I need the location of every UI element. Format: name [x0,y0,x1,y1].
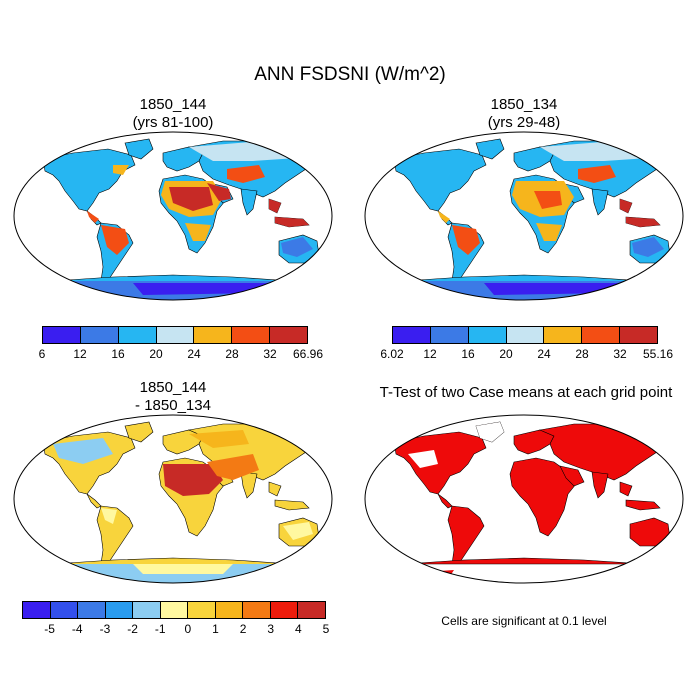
colorbar-swatch [544,327,583,343]
colorbar-tick-label: 55.16 [642,347,674,361]
map-bottom-left [13,414,333,584]
colorbar-swatch [43,327,81,343]
colorbar-tick-label: 16 [111,347,125,361]
colorbar-swatch [243,602,271,618]
panel-title-line1: 1850_144 [139,96,207,113]
colorbar-ticks-top-right: 6.02 12 16 20 24 28 32 55.16 [380,347,673,363]
colorbar-swatch [156,327,195,343]
panel-title-line2: - 1850_134 [135,397,211,414]
colorbar-swatch [430,327,469,343]
colorbar-swatch [215,602,244,618]
panel-title-line2: (yrs 81-100) [132,114,214,131]
colorbar-swatch [23,602,51,618]
colorbar-tick-label: 1 [212,622,219,636]
colorbar-swatch [105,602,134,618]
colorbar-swatch [270,602,299,618]
colorbar-tick-label: 12 [423,347,437,361]
colorbar-tick-label: -1 [154,622,166,636]
panel-title-bottom-left: 1850_144 - 1850_134 [13,379,333,415]
colorbar-tick-label: -4 [71,622,83,636]
colorbar-swatch [80,327,119,343]
colorbar-tick-label: 6 [38,347,46,361]
panel-title-top-right: 1850_134 (yrs 29-48) [364,96,684,132]
colorbar-top-left [42,326,308,344]
colorbar-tick-label: 6.02 [380,347,404,361]
colorbar-swatch [50,602,79,618]
map-bottom-right [364,414,684,584]
panel-title-bottom-right: T-Test of two Case means at each grid po… [356,384,696,402]
colorbar-swatch [118,327,157,343]
main-title: ANN FSDSNI (W/m^2) [254,64,446,85]
colorbar-swatch [133,602,161,618]
panel-title-line1: 1850_134 [490,96,558,113]
colorbar-top-right [392,326,658,344]
colorbar-tick-label: 16 [461,347,475,361]
colorbar-tick-label: 0 [184,622,192,636]
colorbar-swatch [506,327,545,343]
colorbar-tick-label: -3 [99,622,111,636]
map-top-right [364,131,684,301]
colorbar-tick-label: -5 [44,622,55,636]
colorbar-swatch [393,327,431,343]
colorbar-tick-label: 24 [187,347,201,361]
colorbar-swatch [160,602,189,618]
colorbar-tick-label: 32 [613,347,627,361]
colorbar-swatch [620,327,658,343]
colorbar-swatch [232,327,271,343]
colorbar-tick-label: 20 [149,347,163,361]
colorbar-swatch [468,327,507,343]
colorbar-ticks-bottom-left: -5 -4 -3 -2 -1 0 1 2 3 4 5 [22,622,329,638]
colorbar-swatch [298,602,326,618]
colorbar-tick-label: 28 [575,347,589,361]
map-top-left [13,131,333,301]
panel-title-top-left: 1850_144 (yrs 81-100) [13,96,333,132]
colorbar-tick-label: 32 [263,347,277,361]
colorbar-tick-label: 66.96 [292,347,324,361]
colorbar-bottom-left [22,601,326,619]
significance-note: Cells are significant at 0.1 level [441,614,607,628]
panel-title-line1: T-Test of two Case means at each grid po… [379,384,673,401]
colorbar-tick-label: 2 [239,622,247,636]
colorbar-swatch [188,602,216,618]
colorbar-tick-label: 20 [499,347,513,361]
colorbar-tick-label: 12 [73,347,87,361]
panel-title-line1: 1850_144 [139,379,207,396]
colorbar-swatch [78,602,106,618]
colorbar-swatch [582,327,621,343]
colorbar-swatch [194,327,233,343]
colorbar-ticks-top-left: 6 12 16 20 24 28 32 66.96 [38,347,323,363]
colorbar-tick-label: 3 [267,622,275,636]
colorbar-swatch [270,327,308,343]
panel-title-line2: (yrs 29-48) [487,114,561,131]
colorbar-tick-label: -2 [127,622,138,636]
colorbar-tick-label: 4 [295,622,302,636]
colorbar-tick-label: 24 [537,347,551,361]
colorbar-tick-label: 5 [322,622,330,636]
colorbar-tick-label: 28 [225,347,239,361]
